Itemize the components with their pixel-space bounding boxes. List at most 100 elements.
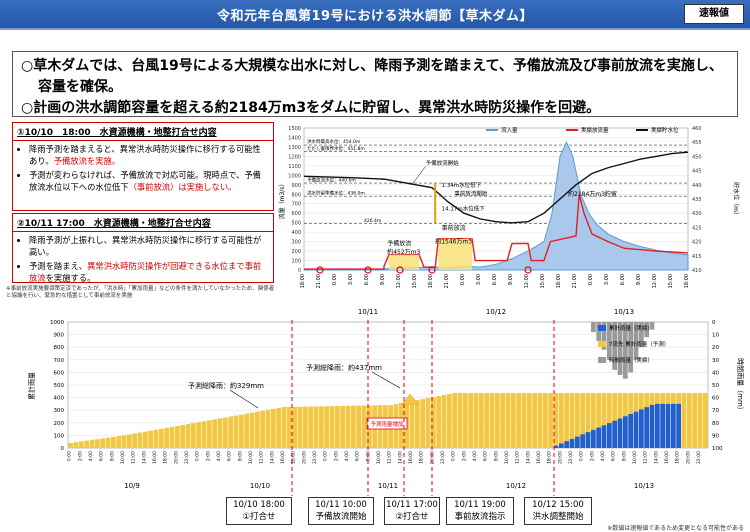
x-tick: 4:00	[216, 451, 222, 461]
timeline-marker	[396, 266, 404, 274]
x-tick: 12:00	[524, 274, 530, 288]
x-tick: 14:00	[653, 451, 659, 464]
forecast-bar	[446, 394, 452, 448]
forecast-bar	[457, 392, 463, 448]
x-tick: 16:00	[536, 451, 542, 464]
y-right-tick: 410	[692, 268, 702, 274]
forecast-329-arrow	[229, 389, 259, 409]
actual-bar	[606, 423, 612, 448]
forecast-bar	[212, 419, 218, 448]
forecast-bar	[526, 392, 532, 448]
y-left-tick: 1100	[288, 164, 301, 170]
forecast-bar	[324, 406, 330, 448]
x-tick: 18:00	[163, 451, 169, 464]
y-right-tick: 455	[692, 140, 702, 146]
x-tick: 14:00	[269, 451, 275, 464]
forecast-bar	[356, 405, 362, 448]
increase-box	[366, 417, 408, 430]
forecast-bar	[462, 392, 468, 448]
hourly-bar	[601, 322, 607, 350]
x-tick: 3:00	[348, 274, 354, 285]
x-tick: 12:00	[643, 451, 649, 464]
x-tick: 22:00	[440, 451, 446, 464]
forecast-329-label: 予測総降雨：約329mm	[188, 381, 264, 390]
forecast-bar	[89, 439, 95, 448]
actual-bar	[612, 420, 618, 448]
y-right-tick: 420	[692, 240, 702, 246]
x-tick: 12:00	[387, 451, 393, 464]
actual-bar	[585, 432, 591, 448]
forecast-bar	[340, 405, 346, 448]
x-tick: 15:00	[668, 274, 674, 288]
forecast-bar	[302, 406, 308, 448]
note-1-item-1: 降雨予測を踏まえると、異常洪水時防災操作に移行する可能性あり。予備放流を実施。	[29, 143, 269, 167]
x-tick: 18:00	[300, 274, 306, 288]
x-tick: 16:00	[664, 451, 670, 464]
forecast-bar	[494, 392, 500, 448]
x-tick: 12:00	[515, 451, 521, 464]
x-tick: 12:00	[259, 451, 265, 464]
y-right-tick: 80	[712, 421, 719, 427]
release-line	[304, 194, 689, 270]
x-tick: 14:00	[397, 451, 403, 464]
y-right-tick: 0	[712, 320, 716, 326]
pre-vol-label-a: 事前放流	[442, 224, 466, 232]
forecast-bar	[169, 426, 175, 448]
x-tick: 6:00	[620, 274, 626, 285]
actual-bar	[558, 443, 564, 448]
forecast-bar	[532, 392, 538, 448]
x-tick: 0:00	[451, 451, 457, 461]
pre-vol-label-b: 約1546万m3	[435, 237, 472, 245]
legend-swatch	[598, 341, 606, 347]
legend-item: 実績放流量	[581, 126, 609, 134]
x-tick: 21:00	[316, 274, 322, 288]
actual-bar	[676, 403, 682, 448]
x-tick: 12:00	[652, 274, 658, 288]
forecast-bar	[153, 429, 159, 448]
title-bar: 令和元年台風第19号における洪水調節【草木ダム】 速報値	[0, 0, 750, 30]
actual-bar	[596, 427, 602, 448]
x-tick: 18:00	[291, 451, 297, 464]
y-right-tick: 40	[712, 370, 719, 376]
timeline-item-4: 10/11 19:00 事前放流指示	[446, 497, 514, 525]
hourly-bar	[606, 322, 612, 360]
x-tick: 22:00	[696, 451, 702, 464]
x-tick: 0:00	[67, 451, 73, 461]
date-label: 10/11	[358, 308, 378, 316]
x-tick: 20:00	[685, 451, 691, 464]
x-tick: 18:00	[428, 274, 434, 288]
y-left-tick: 600	[54, 370, 65, 376]
actual-bar	[670, 403, 676, 448]
prelim-vol-label-a: 予備放流	[387, 239, 411, 247]
page-title: 令和元年台風第19号における洪水調節【草木ダム】	[216, 9, 534, 24]
forecast-bar	[436, 396, 442, 448]
y-right-tick: 90	[712, 433, 719, 439]
forecast-bar	[558, 392, 564, 448]
timeline-marker	[316, 266, 324, 274]
timeline-item-2: 10/11 10:00 予備放流開始	[308, 497, 374, 525]
prelim-vol-label-b: 約452万m3	[387, 248, 420, 256]
x-tick: 0:00	[579, 451, 585, 461]
timeline-marker	[364, 266, 372, 274]
x-tick: 15:00	[540, 274, 546, 288]
actual-bar	[569, 438, 575, 448]
forecast-bar	[441, 395, 447, 448]
forecast-bar	[612, 392, 618, 448]
forecast-bar	[180, 425, 186, 448]
actual-bar	[638, 409, 644, 448]
forecast-bar	[686, 392, 692, 448]
x-tick: 4:00	[472, 451, 478, 461]
forecast-bar	[116, 436, 122, 448]
legend-item: 7流先 累計雨量（予測）	[609, 340, 669, 348]
increase-arrow	[401, 393, 419, 405]
forecast-bar	[121, 435, 127, 448]
forecast-bar	[681, 392, 687, 448]
y-left-tick: 1400	[288, 135, 301, 141]
legend-item: 時間雨量（実績）	[609, 356, 653, 364]
forecast-bar	[137, 432, 143, 448]
forecast-bar	[110, 436, 116, 448]
timeline-marker	[524, 266, 532, 274]
actual-bar	[617, 418, 623, 448]
forecast-bar	[350, 405, 356, 448]
x-tick: 20:00	[557, 451, 563, 464]
